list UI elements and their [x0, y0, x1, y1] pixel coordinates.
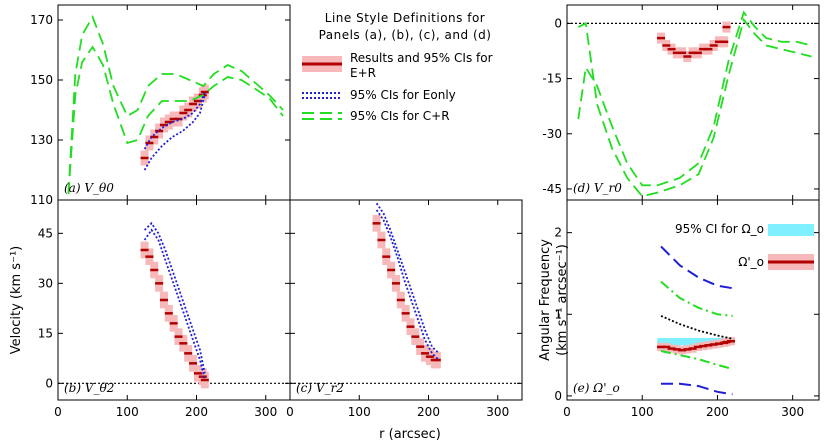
xtick-label-c: 100 [348, 405, 371, 419]
y-axis-label-velocity: Velocity (km s⁻¹) [9, 246, 24, 354]
ytick-label-b: 15 [38, 326, 53, 340]
frame-d [566, 4, 820, 201]
xtick-label-c: 0 [286, 405, 294, 419]
legend-title-line2: Panels (a), (b), (c), and (d) [319, 28, 492, 42]
panel-a: 110 130 150 170 (a) V_θ0 [30, 4, 291, 207]
ytick-label-a: 170 [30, 13, 53, 27]
panel-label-b: (b) V_θ2 [64, 381, 114, 395]
line-style-legend: Line Style Definitions for Panels (a), (… [302, 11, 493, 123]
ytick-label-b: 0 [45, 376, 53, 390]
series-a-dashed-green-4 [67, 45, 284, 195]
series-d-dashed-green-1 [577, 10, 812, 187]
y-axis-label-angular-line2: (km s⁻¹ arcsec⁻¹) [555, 244, 570, 356]
xtick-label-b: 300 [254, 405, 277, 419]
xtick-label-e: 0 [563, 405, 571, 419]
panel-d: -45 -30 -15 0 (d) V_r0 [542, 4, 820, 201]
xtick-label-e: 300 [781, 405, 804, 419]
panel-c: 0 100 200 300 (c) V_r2 [286, 199, 523, 419]
xtick-label-c: 300 [486, 405, 509, 419]
series-a-dotted-blue-2 [143, 94, 206, 171]
omega-ci-legend-label: 95% CI for Ω_o [675, 222, 764, 236]
series-a-dashed-green-3 [67, 14, 284, 195]
series-a-dotted-blue-1 [143, 91, 206, 150]
legend-cr-label: 95% CIs for C+R [350, 109, 450, 123]
ytick-label-d: 0 [554, 16, 562, 30]
y-axis-label-angular-line1: Angular Frequency [538, 239, 553, 361]
xtick-label-e: 100 [631, 405, 654, 419]
xtick-label-b: 0 [54, 405, 62, 419]
xtick-label-e: 200 [706, 405, 729, 419]
omega-prime-legend-label: Ω'_o [738, 255, 764, 269]
ytick-label-e: 1 [554, 307, 562, 321]
xtick-label-b: 100 [116, 405, 139, 419]
legend-results-label-line1: Results and 95% CIs for [350, 51, 493, 65]
x-axis-label: r (arcsec) [379, 427, 441, 442]
ytick-label-b: 45 [38, 226, 53, 240]
ytick-label-e: 2 [554, 226, 562, 240]
panel-label-e: (e) Ω'_o [573, 381, 620, 395]
panel-b: 0 100 200 300 0 15 30 45 (b) V_θ2 [38, 199, 291, 419]
xtick-label-b: 200 [185, 405, 208, 419]
legend-title-line1: Line Style Definitions for [325, 11, 485, 25]
panel-label-c: (c) V_r2 [296, 381, 344, 395]
series-b-dotted-blue-1 [143, 221, 206, 374]
frame-c [289, 199, 523, 401]
omega-legend: 95% CI for Ω_o Ω'_o [675, 222, 814, 270]
series-b-dotted-blue-2 [143, 228, 206, 381]
frame-b [57, 199, 291, 401]
series-d-dashed-green-2 [577, 17, 812, 198]
ytick-label-d: -45 [542, 182, 562, 196]
series-e-dashed-blue-2 [661, 382, 733, 396]
ytick-label-d: -30 [542, 127, 562, 141]
frame-e [566, 199, 820, 401]
series-c-dotted-blue-2 [375, 209, 440, 361]
ytick-label-e: 0 [554, 389, 562, 403]
series-e-dotted-black-5 [660, 315, 733, 340]
panel-e: 0 100 200 300 0 1 2 (e) Ω'_o [554, 199, 820, 419]
series-e-dashdot-green-3 [660, 280, 733, 317]
frame-a [57, 4, 291, 201]
ytick-label-a: 110 [30, 193, 53, 207]
ytick-label-d: -15 [542, 72, 562, 86]
y-axis-label-angular-frequency: Angular Frequency (km s⁻¹ arcsec⁻¹) [538, 239, 570, 361]
panel-label-d: (d) V_r0 [573, 181, 622, 195]
omega-ci-legend-swatch [768, 224, 814, 236]
ytick-label-a: 150 [30, 73, 53, 87]
legend-results-label-line2: E+R [350, 66, 376, 80]
series-e-dashed-blue-1 [660, 245, 733, 290]
xtick-label-c: 200 [417, 405, 440, 419]
panel-label-a: (a) V_θ0 [64, 181, 114, 195]
ytick-label-b: 30 [38, 276, 53, 290]
ytick-label-a: 130 [30, 133, 53, 147]
series-e-dashdot-green-4 [660, 350, 733, 370]
legend-eonly-label: 95% CIs for Eonly [350, 88, 456, 102]
series-c-dotted-blue-1 [375, 202, 440, 354]
omega-ci-band [657, 337, 733, 346]
